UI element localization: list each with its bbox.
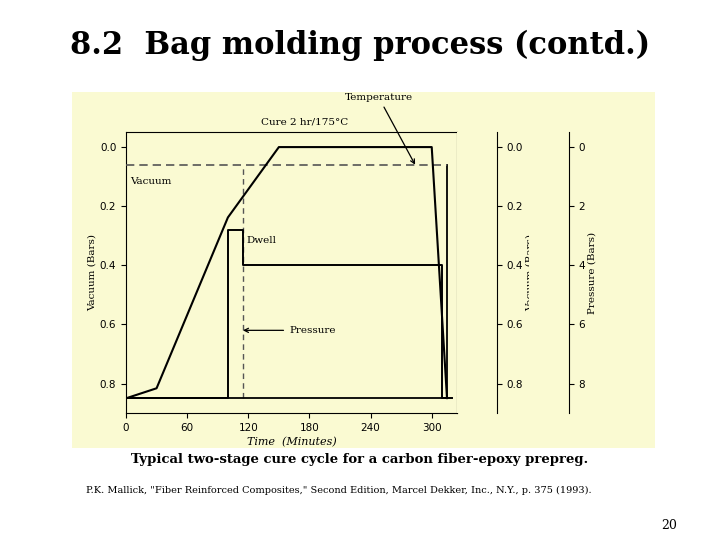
Text: 8.2  Bag molding process (contd.): 8.2 Bag molding process (contd.) — [70, 30, 650, 61]
Text: Typical two-stage cure cycle for a carbon fiber-epoxy prepreg.: Typical two-stage cure cycle for a carbo… — [131, 453, 589, 465]
Text: Vacuum: Vacuum — [130, 177, 171, 186]
Text: Cure 2 hr/175°C: Cure 2 hr/175°C — [261, 118, 348, 127]
Y-axis label: Vacuum (Bars): Vacuum (Bars) — [526, 234, 535, 311]
Y-axis label: Vacuum (Bars): Vacuum (Bars) — [88, 234, 97, 311]
Text: Temperature: Temperature — [345, 93, 415, 164]
Text: Dwell: Dwell — [246, 236, 276, 245]
Text: P.K. Mallick, "Fiber Reinforced Composites," Second Edition, Marcel Dekker, Inc.: P.K. Mallick, "Fiber Reinforced Composit… — [86, 486, 592, 495]
X-axis label: Time  (Minutes): Time (Minutes) — [247, 437, 336, 447]
Y-axis label: Pressure (Bars): Pressure (Bars) — [588, 232, 597, 314]
Text: 20: 20 — [661, 519, 677, 532]
Text: Pressure: Pressure — [244, 326, 336, 335]
